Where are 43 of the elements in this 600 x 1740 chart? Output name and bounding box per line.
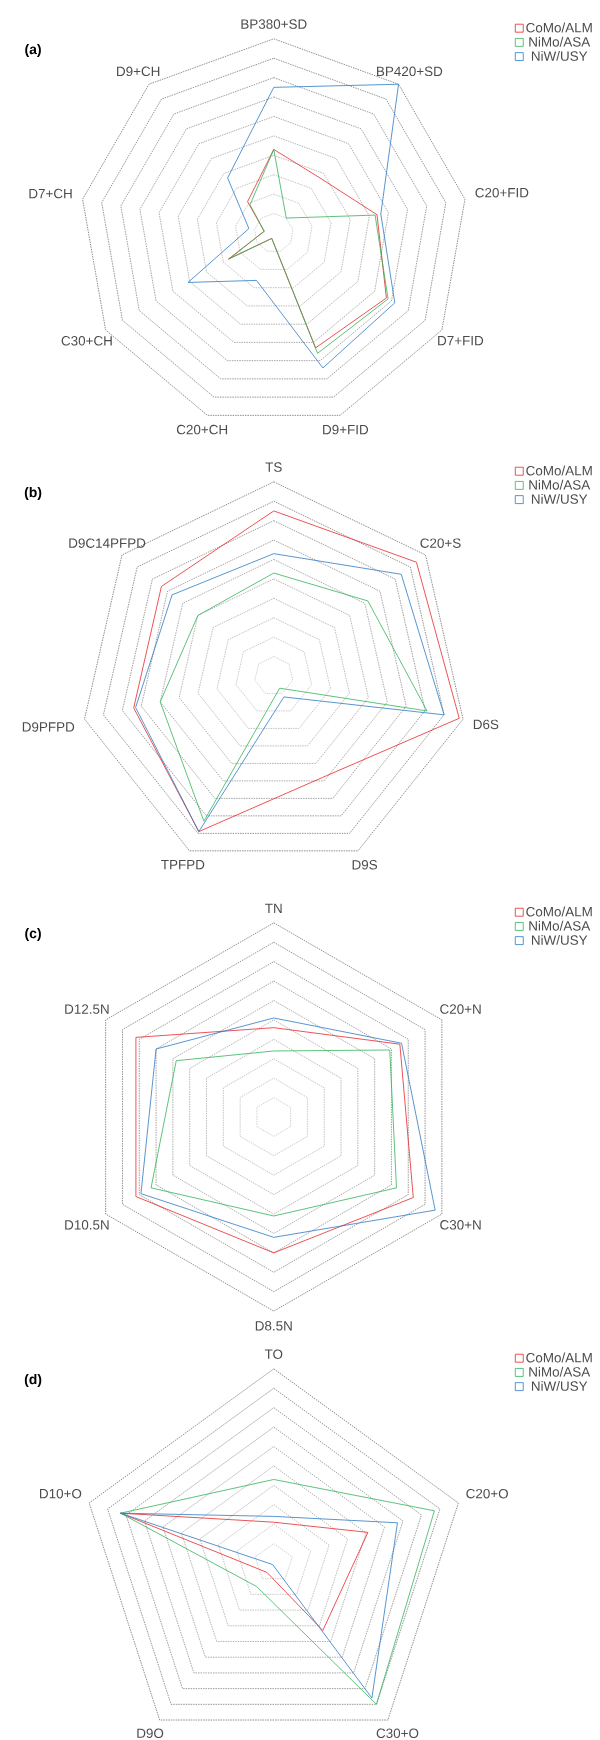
spoke-label: D6S	[473, 719, 499, 730]
legend-label: NiMo/ASA	[529, 1366, 591, 1377]
spoke-label: C20+FID	[475, 187, 529, 198]
legend-label: NiW/USY	[531, 1381, 588, 1391]
legend-label: NiMo/ASA	[529, 36, 591, 47]
text: (d)	[24, 1374, 42, 1387]
spoke-label: D9+CH	[116, 66, 160, 77]
spoke-label: TS	[265, 462, 282, 472]
spoke-label: D9O	[137, 1728, 164, 1738]
spoke-label: D10.5N	[65, 1220, 109, 1230]
spoke-label: D8.5N	[255, 1321, 292, 1331]
spoke-label: C30+CH	[61, 336, 112, 346]
spoke-label: D9PFPD	[22, 722, 74, 732]
text: (c)	[25, 928, 41, 941]
spoke-label: D12.5N	[65, 1004, 109, 1014]
legend-label: CoMo/ALM	[526, 465, 592, 476]
spoke-label: C30+N	[440, 1220, 481, 1230]
spoke-label: D9C14PFPD	[69, 538, 146, 548]
spoke-label: BP420+SD	[376, 66, 443, 77]
spoke-label: D9S	[352, 860, 377, 870]
spoke-label: C20+CH	[176, 424, 227, 435]
spoke-label: C20+O	[466, 1488, 508, 1499]
legend-label: CoMo/ALM	[526, 906, 592, 917]
spoke-label: BP380+SD	[241, 19, 307, 29]
spoke-label: C20+S	[420, 538, 461, 548]
legend-label: CoMo/ALM	[526, 22, 592, 33]
spoke-label: D7+FID	[438, 336, 483, 346]
legend-label: NiW/USY	[531, 935, 588, 945]
text: (b)	[24, 486, 42, 500]
spoke-label: D7+CH	[29, 188, 72, 199]
legend-label: CoMo/ALM	[526, 1352, 592, 1363]
spoke-label: D9+FID	[322, 424, 368, 435]
text: (a)	[25, 43, 41, 57]
spoke-label: D10+O	[39, 1488, 82, 1499]
legend-label: NiW/USY	[531, 493, 588, 504]
spoke-label: TPFPD	[160, 860, 205, 870]
legend-label: NiW/USY	[531, 50, 588, 61]
spoke-label: C30+O	[376, 1728, 419, 1738]
spoke-label: TO	[264, 1349, 283, 1359]
legend-label: NiMo/ASA	[529, 920, 591, 931]
legend-label: NiMo/ASA	[529, 479, 591, 490]
spoke-label: TN	[264, 903, 282, 913]
spoke-label: C20+N	[440, 1004, 481, 1014]
